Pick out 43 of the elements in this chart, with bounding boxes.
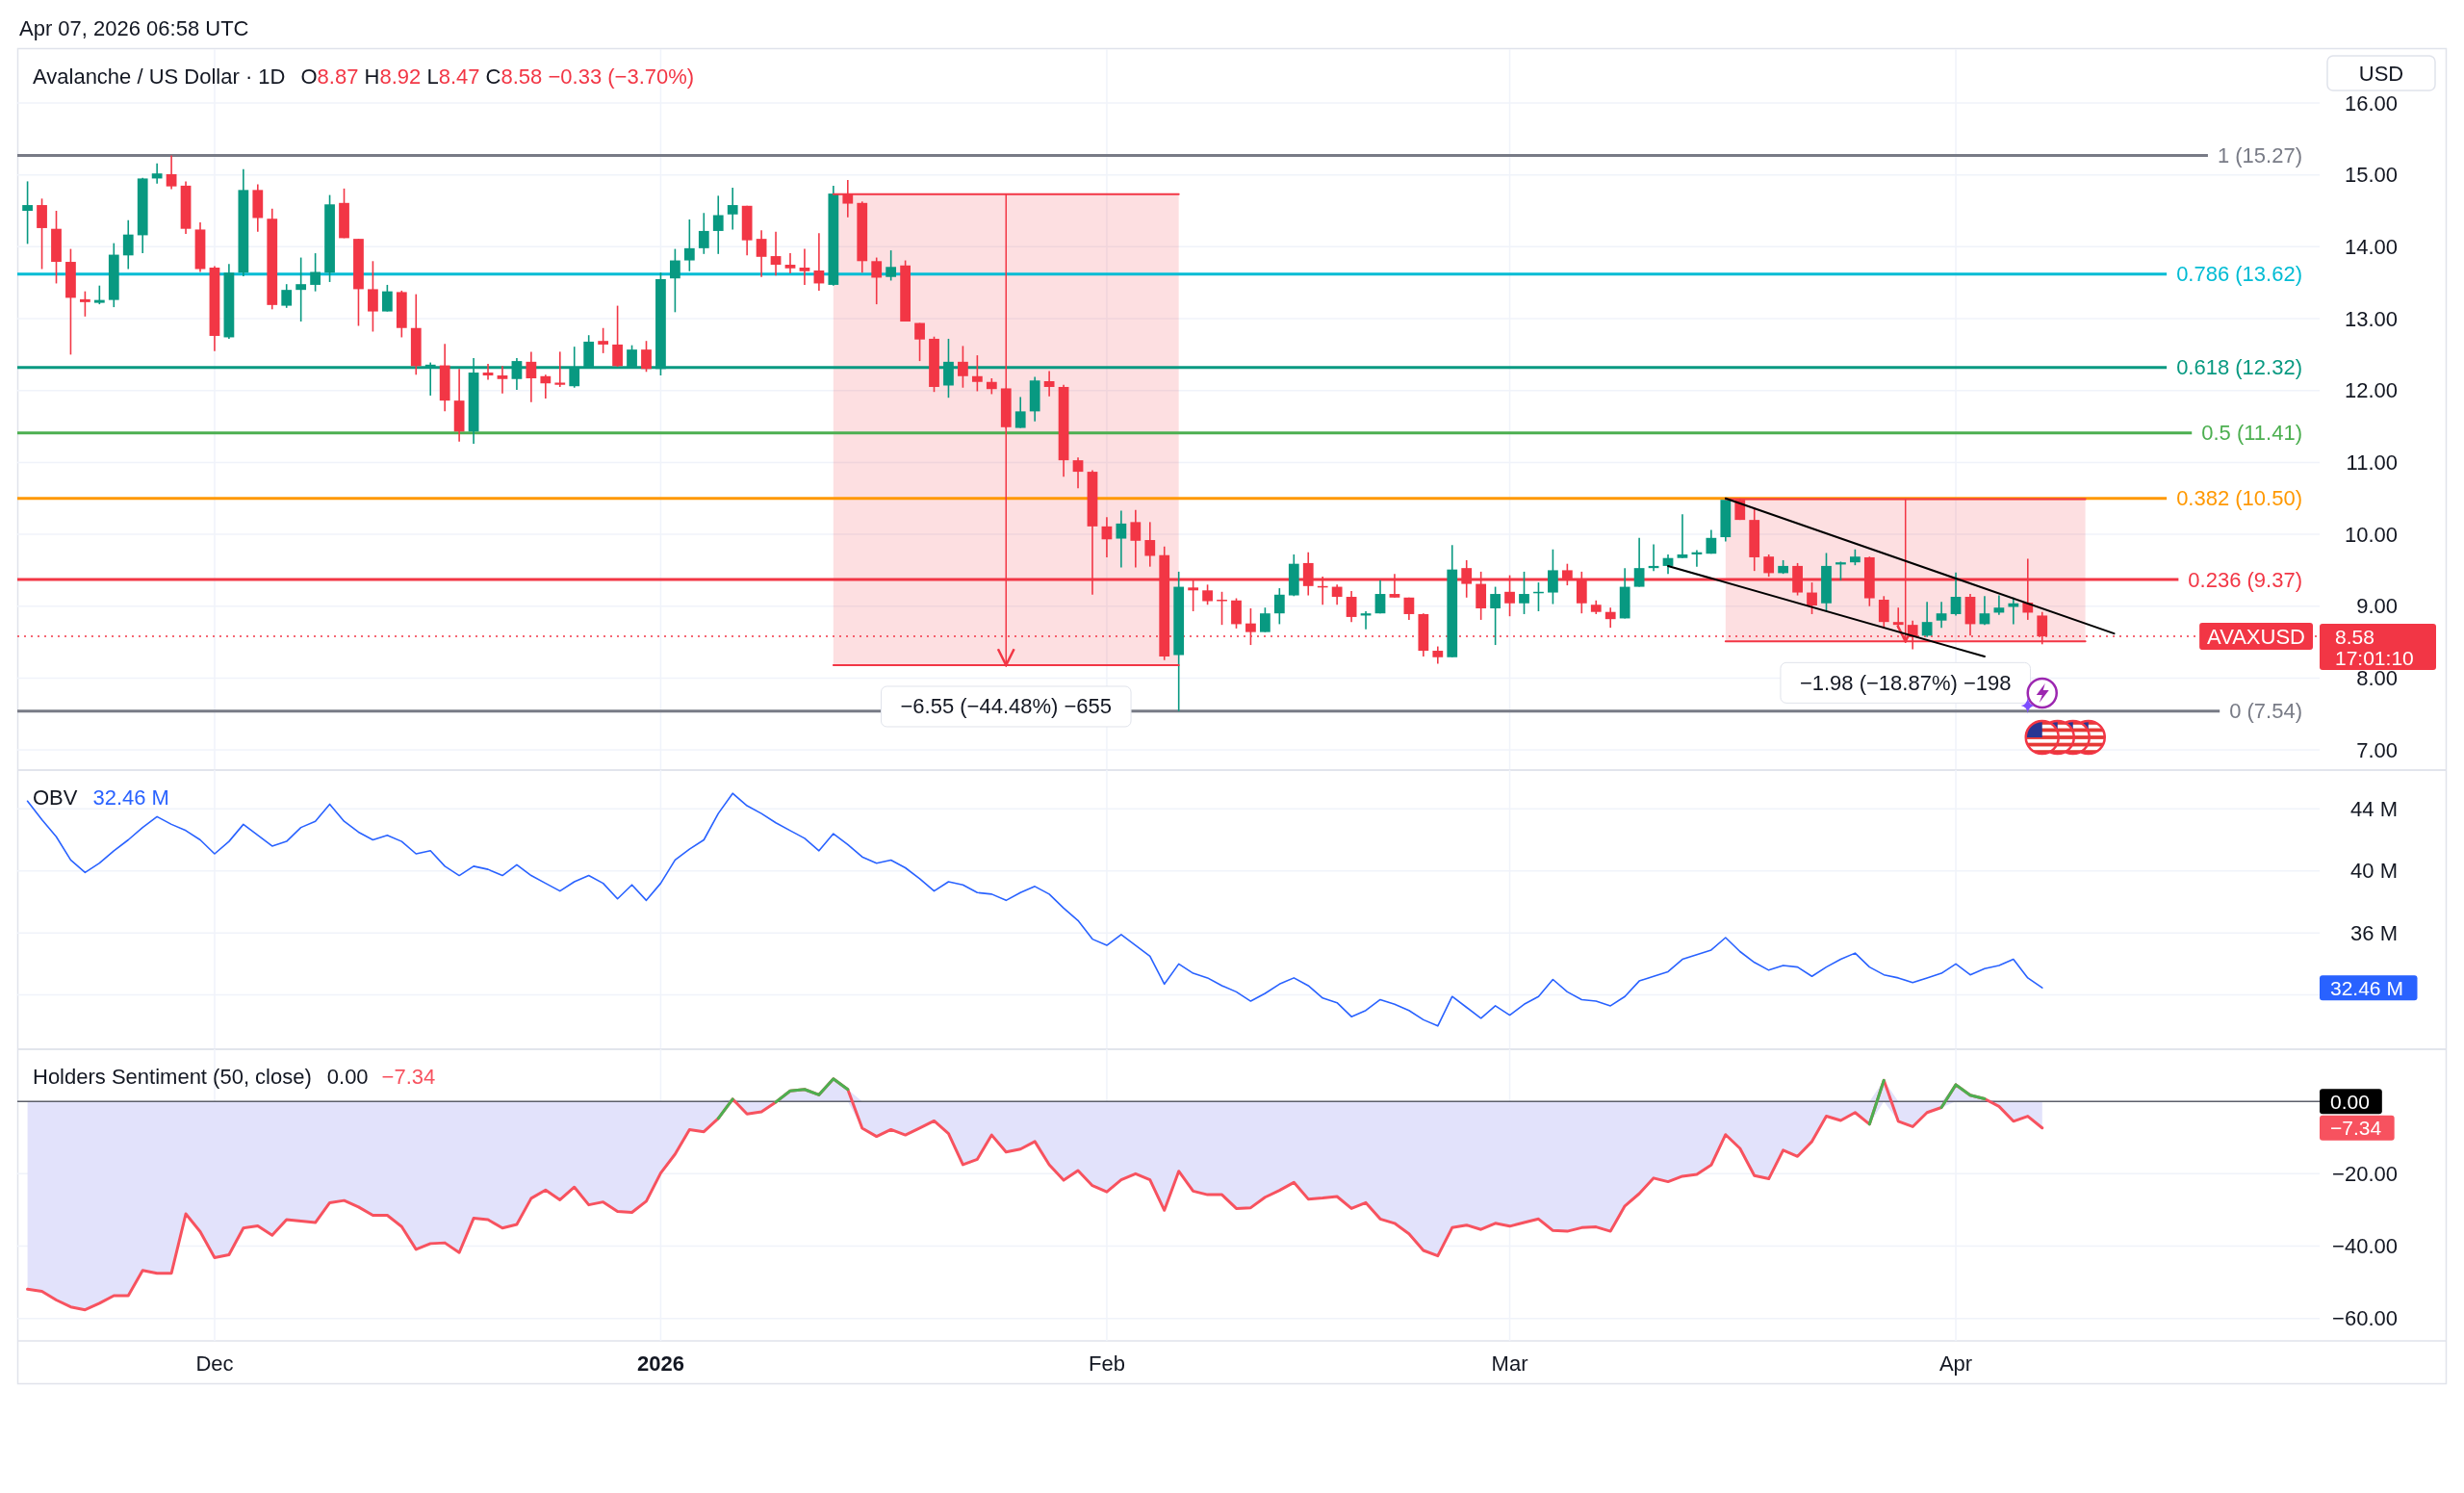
y-tick-label: 9.00 <box>2356 594 2398 619</box>
y-tick-label: 10.00 <box>2344 522 2398 547</box>
y-tick-label: 15.00 <box>2344 163 2398 188</box>
y-tick-label: 7.00 <box>2356 737 2398 762</box>
y-tick-label: 14.00 <box>2344 234 2398 259</box>
y-axis-title: USD <box>2358 61 2404 86</box>
y-tick-label: 36 M <box>2350 920 2398 945</box>
annotation: −7.34 <box>2330 1117 2382 1140</box>
y-tick-label: 40 M <box>2350 859 2398 884</box>
x-tick-label: Feb <box>1088 1351 1125 1376</box>
ref-line-label: 0 (7.54) <box>2229 699 2302 724</box>
y-tick-label: −20.00 <box>2332 1161 2398 1186</box>
x-tick-label: 2026 <box>636 1351 684 1376</box>
ref-line-label: 1 (15.27) <box>2217 143 2302 168</box>
annotation: −1.98 (−18.87%) −198 <box>1799 670 2012 695</box>
ref-line-label: 0.00 <box>2330 1090 2370 1113</box>
ref-line-label: 0.5 (11.41) <box>2201 421 2302 446</box>
text: O8.87 H8.92 L8.47 C8.58 −0.33 (−3.70%) <box>300 64 695 89</box>
y-tick-label: −40.00 <box>2332 1234 2398 1259</box>
text: Avalanche / US Dollar · 1D <box>33 64 286 89</box>
text: −7.34 <box>381 1064 436 1089</box>
annotation: 32.46 M <box>2330 976 2403 999</box>
text: 32.46 M <box>92 785 169 810</box>
x-tick-label: Apr <box>1938 1351 1973 1376</box>
ref-line-label: 0.236 (9.37) <box>2188 567 2302 592</box>
y-tick-label: 11.00 <box>2346 450 2398 475</box>
ref-line-label: AVAXUSD <box>2207 624 2306 649</box>
annotation: −6.55 (−44.48%) −655 <box>900 694 1113 719</box>
annotation: 8.58 <box>2335 625 2374 648</box>
text: OBV <box>33 785 78 810</box>
y-tick-label: 16.00 <box>2344 90 2398 116</box>
ref-line-label: 0.786 (13.62) <box>2176 262 2302 287</box>
x-tick-label: Mar <box>1491 1351 1528 1376</box>
y-tick-label: −60.00 <box>2332 1306 2398 1331</box>
y-tick-label: 44 M <box>2350 796 2398 821</box>
y-tick-label: 13.00 <box>2344 306 2398 331</box>
text: 0.00 <box>326 1064 369 1089</box>
text: Apr 07, 2026 06:58 UTC <box>19 15 249 40</box>
ref-line-label: 0.618 (12.32) <box>2176 355 2302 380</box>
ref-line-label: 0.382 (10.50) <box>2176 486 2302 511</box>
y-tick-label: 12.00 <box>2344 378 2398 403</box>
text: Holders Sentiment (50, close) <box>33 1064 312 1089</box>
x-tick-label: Dec <box>195 1351 234 1376</box>
